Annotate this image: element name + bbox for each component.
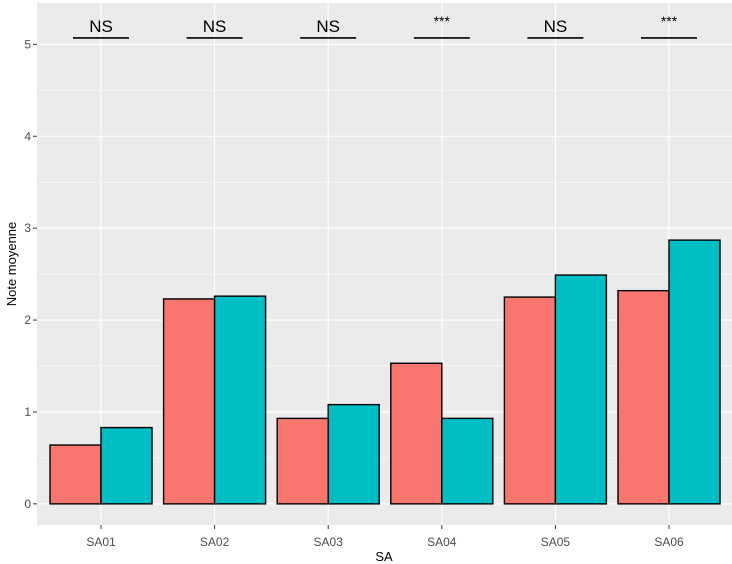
significance-label: *** bbox=[661, 13, 678, 29]
x-tick-label-sa03: SA03 bbox=[314, 535, 344, 549]
significance-label: NS bbox=[203, 17, 227, 36]
bar-sa03-series-2 bbox=[327, 403, 380, 505]
significance-label: NS bbox=[89, 17, 113, 36]
bar-sa03-series-1 bbox=[276, 417, 329, 505]
x-tick-label-sa02: SA02 bbox=[200, 535, 230, 549]
bar-sa04-series-2 bbox=[441, 417, 494, 505]
y-axis: 0 1 2 3 4 5 bbox=[24, 37, 37, 511]
bar-sa06-series-1 bbox=[617, 289, 670, 505]
significance-label: NS bbox=[544, 17, 568, 36]
bar-sa06-series-2 bbox=[668, 239, 721, 505]
bar-sa02-series-1 bbox=[162, 298, 216, 505]
y-tick-label: 2 bbox=[24, 313, 31, 327]
y-tick-label: 0 bbox=[24, 497, 31, 511]
bar-sa05-series-1 bbox=[503, 296, 557, 505]
x-tick-label-sa04: SA04 bbox=[427, 535, 457, 549]
y-tick-label: 3 bbox=[24, 221, 31, 235]
bars bbox=[49, 239, 721, 505]
x-tick-label-sa01: SA01 bbox=[86, 535, 116, 549]
grid-lines bbox=[37, 3, 732, 525]
y-tick-label: 1 bbox=[24, 405, 31, 419]
bar-sa02-series-2 bbox=[213, 295, 267, 505]
y-tick-label: 4 bbox=[24, 129, 31, 143]
bar-sa01-series-2 bbox=[100, 426, 153, 505]
bar-sa01-series-1 bbox=[49, 444, 102, 505]
y-axis-title: Note moyenne bbox=[4, 222, 19, 307]
significance-annotations: NS NS NS *** NS *** bbox=[73, 13, 697, 39]
y-tick-label: 5 bbox=[24, 37, 31, 51]
x-tick-label-sa06: SA06 bbox=[654, 535, 684, 549]
bar-sa04-series-1 bbox=[390, 362, 443, 505]
x-tick-label-sa05: SA05 bbox=[541, 535, 571, 549]
bar-sa05-series-2 bbox=[554, 274, 608, 505]
x-axis: SA01 SA02 SA03 SA04 SA05 SA06 bbox=[86, 525, 684, 549]
x-axis-title: SA bbox=[375, 549, 393, 564]
plot-panel bbox=[37, 3, 732, 525]
significance-label: NS bbox=[316, 17, 340, 36]
significance-label: *** bbox=[434, 13, 451, 29]
